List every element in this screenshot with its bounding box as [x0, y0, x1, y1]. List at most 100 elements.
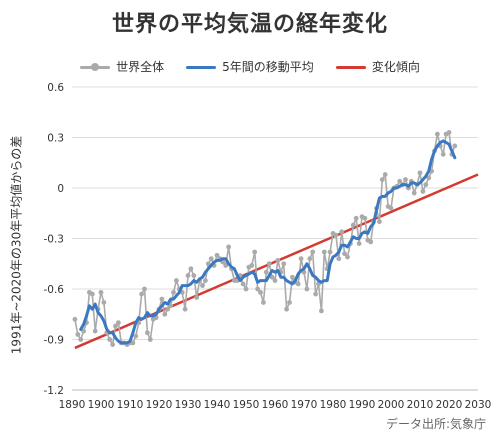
y-tick-label: -0.6: [44, 284, 65, 296]
annual-data-point: [353, 215, 359, 221]
annual-data-point: [191, 273, 197, 278]
annual-data-point: [333, 232, 339, 238]
annual-data-point: [130, 340, 136, 346]
annual-data-point: [298, 256, 304, 262]
x-tick-label: 1960: [262, 399, 289, 411]
x-tick-label: 1900: [88, 399, 115, 411]
annual-data-point: [440, 151, 446, 157]
annual-data-point: [336, 256, 342, 262]
x-tick-label: 1980: [320, 399, 347, 411]
y-tick-label: -0.3: [44, 234, 65, 246]
annual-data-point: [113, 323, 118, 329]
x-tick-label: 1950: [233, 399, 260, 411]
annual-data-point: [304, 286, 310, 292]
chart-title: 世界の平均気温の経年変化: [111, 12, 388, 37]
annual-data-point: [379, 177, 385, 182]
annual-data-point: [72, 316, 78, 322]
annual-data-point: [269, 274, 275, 280]
x-tick-label: 2020: [436, 399, 463, 411]
annual-data-point: [281, 261, 287, 267]
x-tick-label: 1890: [59, 399, 86, 411]
annual-data-point: [78, 337, 84, 342]
annual-data-point: [75, 332, 81, 337]
annual-data-point: [327, 249, 333, 255]
x-tick-label: 1910: [117, 399, 144, 411]
annual-data-point: [249, 263, 255, 268]
annual-data-point: [350, 222, 356, 228]
annual-data-point: [310, 249, 316, 255]
annual-data-point: [313, 291, 318, 297]
y-tick-label: 0.3: [47, 133, 64, 145]
annual-data-point: [159, 296, 165, 302]
annual-data-point: [171, 289, 176, 295]
annual-data-point: [81, 328, 86, 334]
x-tick-label: 2010: [407, 399, 434, 411]
annual-data-point: [403, 177, 408, 182]
annual-data-point: [252, 249, 258, 255]
annual-data-point: [165, 306, 171, 312]
annual-data-point: [243, 286, 249, 292]
annual-data-point: [142, 286, 147, 292]
annual-data-point: [290, 274, 295, 280]
annual-data-point: [382, 172, 388, 177]
annual-data-point: [411, 190, 417, 196]
annual-data-point: [426, 175, 432, 181]
annual-data-point: [423, 182, 429, 188]
annual-data-point: [321, 249, 327, 255]
y-tick-label: -1.2: [44, 385, 65, 397]
legend-swatch-moving-average: [186, 61, 217, 73]
x-tick-label: 1970: [291, 399, 318, 411]
annual-data-point: [185, 273, 191, 278]
annual-data-point: [182, 306, 188, 312]
annual-data-point: [226, 244, 232, 250]
annual-data-point: [388, 205, 394, 211]
y-tick-label: 0.6: [47, 82, 64, 94]
annual-data-point: [397, 178, 403, 184]
annual-data-point: [214, 252, 220, 258]
legend-label-world: 世界全体: [116, 60, 165, 74]
annual-data-point: [417, 170, 423, 176]
annual-data-point: [339, 229, 345, 235]
annual-data-point: [258, 289, 263, 295]
annual-data-point: [101, 300, 107, 305]
annual-data-point: [261, 300, 266, 305]
legend-item-world: 世界全体: [80, 58, 164, 75]
annual-data-point: [223, 263, 229, 268]
annual-data-point: [319, 308, 324, 314]
y-tick-label: 0: [57, 183, 64, 195]
annual-data-point: [92, 328, 98, 334]
annual-data-point: [194, 295, 200, 300]
annual-data-point: [203, 278, 208, 283]
annual-data-point: [446, 130, 452, 135]
x-tick-label: 2030: [465, 399, 492, 411]
annual-data-point: [110, 342, 115, 347]
annual-data-point: [168, 303, 174, 309]
legend-label-trend: 変化傾向: [371, 60, 420, 74]
y-tick-label: -0.9: [44, 335, 65, 347]
annual-data-point: [287, 300, 292, 305]
annual-data-point: [266, 261, 272, 267]
annual-data-point: [116, 320, 121, 326]
annual-data-point: [205, 261, 211, 267]
legend-item-moving-average: 5年間の移動平均: [186, 58, 314, 75]
annual-data-point: [452, 143, 458, 149]
annual-data-point: [98, 289, 104, 295]
legend-label-moving-average: 5年間の移動平均: [222, 60, 314, 74]
legend-swatch-world: [80, 61, 111, 73]
x-tick-label: 1930: [175, 399, 202, 411]
moving-average-line: [79, 139, 457, 345]
annual-data-point: [377, 219, 382, 225]
x-tick-label: 1990: [349, 399, 376, 411]
legend-item-trend: 変化傾向: [335, 58, 420, 75]
annual-data-point: [368, 239, 374, 245]
annual-data-point: [89, 291, 95, 297]
annual-data-point: [208, 256, 214, 262]
legend-swatch-trend: [335, 61, 366, 73]
x-tick-label: 2000: [378, 399, 405, 411]
annual-data-point: [263, 269, 269, 275]
annual-data-point: [420, 188, 426, 194]
annual-data-point: [275, 257, 281, 263]
annual-data-point: [342, 251, 347, 257]
annual-data-point: [295, 281, 301, 287]
annual-data-point: [145, 330, 150, 336]
